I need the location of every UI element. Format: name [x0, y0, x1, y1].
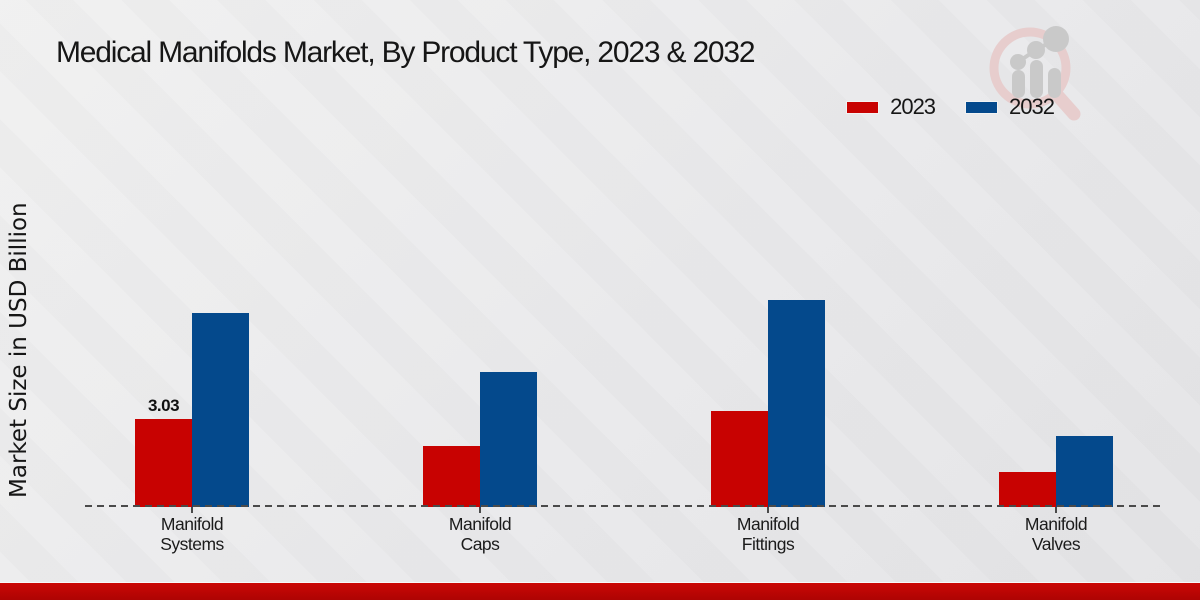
category-label-manifold-fittings: Manifold Fittings — [736, 514, 800, 554]
bar-2032-manifold-systems — [192, 313, 249, 507]
legend-swatch-2032 — [965, 100, 999, 114]
legend: 2023 2032 — [846, 94, 1055, 120]
brand-watermark-logo — [989, 26, 1081, 121]
bar-2032-manifold-caps — [480, 372, 537, 507]
x-axis-tick-manifold-systems — [191, 507, 193, 513]
legend-item-2032: 2032 — [965, 94, 1055, 120]
bar-2023-manifold-systems — [135, 419, 192, 507]
bar-2023-manifold-caps — [423, 446, 480, 507]
bar-2032-manifold-fittings — [768, 300, 825, 507]
bar-value-label-2023-manifold-systems: 3.03 — [147, 396, 180, 415]
x-axis-tick-manifold-caps — [479, 507, 481, 513]
category-label-manifold-caps: Manifold Caps — [448, 514, 512, 554]
legend-item-2023: 2023 — [846, 94, 936, 120]
legend-label-2023: 2023 — [890, 94, 936, 119]
legend-label-2032: 2032 — [1009, 94, 1055, 119]
bar-2032-manifold-valves — [1056, 436, 1113, 507]
category-label-manifold-systems: Manifold Systems — [160, 514, 224, 554]
bar-2023-manifold-fittings — [711, 411, 768, 507]
bar-2023-manifold-valves — [999, 472, 1056, 507]
bottom-red-band — [0, 582, 1200, 600]
x-axis-tick-manifold-fittings — [767, 507, 769, 513]
legend-swatch-2023 — [846, 100, 880, 114]
x-axis-tick-manifold-valves — [1055, 507, 1057, 513]
x-axis-baseline — [85, 505, 1165, 507]
chart-title: Medical Manifolds Market, By Product Typ… — [56, 36, 756, 69]
category-label-manifold-valves: Manifold Valves — [1024, 514, 1088, 554]
